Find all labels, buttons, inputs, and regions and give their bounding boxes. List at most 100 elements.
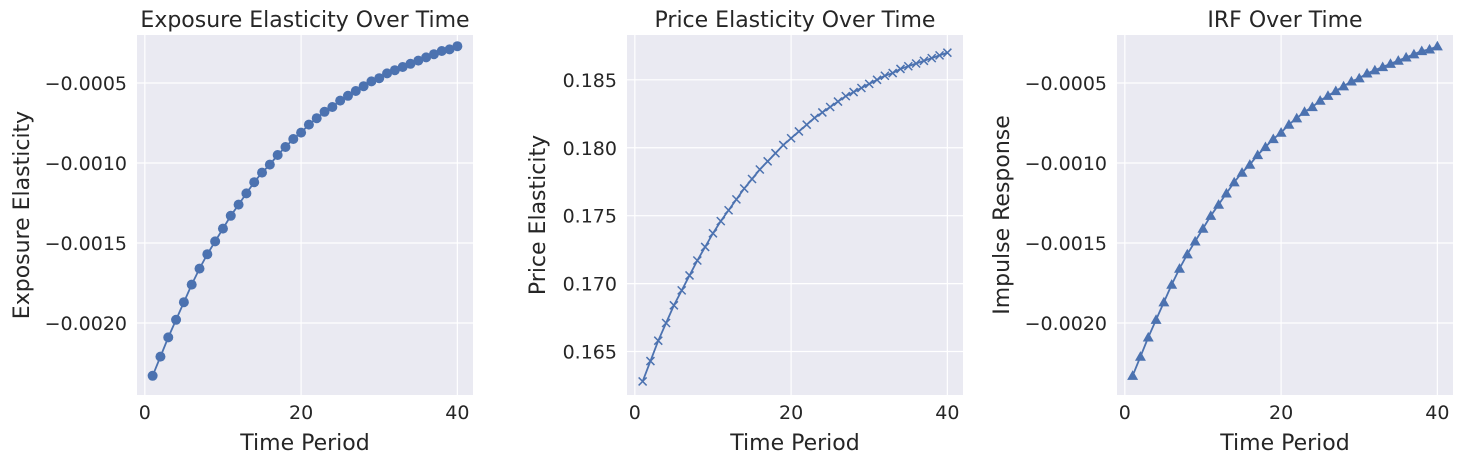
data-point xyxy=(864,79,874,89)
data-point xyxy=(786,133,796,143)
data-point xyxy=(1189,235,1201,246)
data-point xyxy=(833,97,843,107)
chart-title: IRF Over Time xyxy=(1207,8,1362,33)
data-point xyxy=(413,55,424,66)
data-point xyxy=(638,376,648,386)
data-point xyxy=(935,50,945,60)
data-point xyxy=(1228,176,1240,187)
data-point xyxy=(397,62,408,72)
data-point xyxy=(1361,67,1373,78)
data-point xyxy=(755,164,765,175)
data-point xyxy=(1181,248,1193,259)
data-point xyxy=(186,279,197,290)
y-tick-label: −0.0010 xyxy=(1025,153,1107,175)
y-axis-label: Impulse Response xyxy=(990,115,1015,315)
data-point xyxy=(895,64,906,74)
data-point xyxy=(810,113,820,123)
plot-area xyxy=(1117,35,1453,395)
y-tick-label: 0.165 xyxy=(563,342,617,364)
chart-title: Exposure Elasticity Over Time xyxy=(140,8,469,33)
data-point xyxy=(311,113,322,124)
data-point xyxy=(202,249,213,260)
data-point xyxy=(700,242,710,252)
irf-chart: 0 20 40 −0.0020 −0.0015 −0.0010 −0.0005 IRF Ov… xyxy=(990,8,1453,456)
data-point xyxy=(288,134,299,144)
exposure-elasticity-chart: 0 20 40 −0.0020 −0.0015 −0.0010 −0.0005 Exposu… xyxy=(10,8,473,456)
data-point xyxy=(669,300,679,310)
data-point xyxy=(233,199,244,210)
y-tick-label: −0.0005 xyxy=(1025,73,1107,95)
x-tick-label: 40 xyxy=(445,402,469,424)
data-point xyxy=(428,49,439,60)
data-point xyxy=(677,285,687,295)
data-point xyxy=(272,150,283,160)
data-point xyxy=(350,86,361,96)
data-point xyxy=(817,107,827,117)
data-point xyxy=(731,194,741,204)
data-point xyxy=(1275,127,1287,137)
data-point xyxy=(770,148,780,158)
y-tick-label: 0.175 xyxy=(563,206,617,228)
x-tick-label: 40 xyxy=(1425,402,1449,424)
data-point xyxy=(1345,75,1357,86)
y-tick-label: −0.0010 xyxy=(45,153,127,175)
data-point xyxy=(249,177,260,188)
data-point xyxy=(1205,210,1217,220)
data-point xyxy=(692,255,702,266)
x-tick-label: 20 xyxy=(289,402,313,424)
data-point xyxy=(880,71,890,81)
data-point xyxy=(1291,112,1303,123)
data-point xyxy=(763,156,773,166)
data-point xyxy=(1322,90,1334,100)
data-point xyxy=(708,228,718,238)
data-point xyxy=(684,270,695,280)
data-point xyxy=(1353,72,1365,83)
data-point xyxy=(374,73,385,84)
data-point xyxy=(802,120,812,130)
data-point xyxy=(436,46,447,56)
x-axis-label: Time Period xyxy=(729,431,859,456)
data-point xyxy=(1158,296,1170,307)
y-tick-label: 0.185 xyxy=(563,70,617,92)
data-point xyxy=(1338,80,1350,91)
data-point xyxy=(661,318,671,328)
data-point xyxy=(1220,187,1232,198)
data-point xyxy=(155,351,166,362)
x-tick-label: 20 xyxy=(779,402,803,424)
data-point xyxy=(241,188,252,199)
data-point xyxy=(1174,263,1186,273)
x-tick-label: 0 xyxy=(139,402,151,424)
data-point xyxy=(1384,58,1396,68)
data-point xyxy=(163,332,174,343)
x-tick-label: 0 xyxy=(629,402,641,424)
data-point xyxy=(1134,351,1146,361)
x-tick-label: 0 xyxy=(1119,402,1131,424)
y-tick-label: −0.0015 xyxy=(1025,233,1107,255)
data-point xyxy=(1431,40,1443,51)
data-point xyxy=(405,58,416,69)
data-point xyxy=(1306,101,1318,112)
data-point xyxy=(653,336,663,346)
x-tick-label: 20 xyxy=(1269,402,1293,424)
data-point xyxy=(171,314,182,325)
data-point xyxy=(194,263,205,274)
data-point xyxy=(1267,133,1279,144)
data-point xyxy=(872,75,882,85)
data-point xyxy=(147,370,158,381)
data-point xyxy=(327,102,338,112)
data-point xyxy=(1166,279,1178,289)
data-point xyxy=(210,236,221,247)
data-point xyxy=(303,119,314,130)
data-point xyxy=(747,174,757,184)
plot-area xyxy=(627,35,963,395)
data-point xyxy=(1142,331,1154,342)
chart-title: Price Elasticity Over Time xyxy=(655,8,936,33)
data-point xyxy=(1244,159,1256,169)
data-point xyxy=(319,106,330,117)
data-point xyxy=(217,223,228,234)
x-tick-label: 40 xyxy=(935,402,959,424)
data-point xyxy=(849,87,859,97)
data-point xyxy=(888,68,898,78)
data-point xyxy=(1213,199,1225,209)
